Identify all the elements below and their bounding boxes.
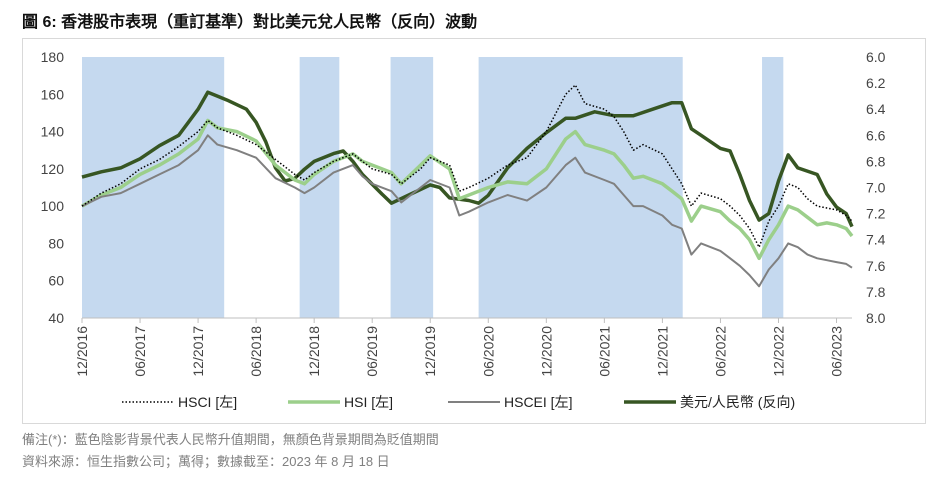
x-tick-label: 12/2016: [74, 326, 90, 377]
shaded-period: [299, 57, 340, 318]
y-left-tick-label: 120: [41, 161, 65, 177]
series-line-hscei: [81, 134, 853, 288]
x-tick-label: 06/2023: [829, 326, 845, 377]
x-tick-label: 12/2019: [422, 326, 438, 377]
x-tick-label: 12/2020: [538, 326, 554, 377]
y-right-tick-label: 6.0: [866, 49, 886, 65]
series-line-hsi: [81, 118, 854, 261]
y-left-tick-label: 60: [48, 273, 64, 289]
shaded-period: [762, 57, 784, 318]
shaded-period: [478, 57, 683, 318]
y-left-tick-label: 180: [41, 49, 65, 65]
chart-frame: [22, 38, 926, 424]
x-tick-label: 12/2017: [190, 326, 206, 377]
shaded-period: [82, 57, 225, 318]
x-tick-label: 06/2021: [596, 326, 612, 377]
footnote-source: 資料來源：恒生指數公司；萬得；數據截至：2023 年 8 月 18 日: [22, 454, 390, 469]
legend-label: HSCEI [左]: [504, 394, 572, 410]
x-tick-label: 12/2022: [770, 326, 786, 377]
y-right-tick-label: 7.0: [866, 180, 886, 196]
y-left-tick-label: 160: [41, 86, 65, 102]
x-tick-label: 06/2018: [248, 326, 264, 377]
chart-title: 圖 6: 香港股市表現（重訂基準）對比美元兌人民幣（反向）波動: [22, 14, 478, 31]
y-right-tick-label: 7.8: [866, 284, 886, 300]
y-right-tick-label: 6.4: [866, 101, 886, 117]
legend-label: HSCI [左]: [178, 394, 237, 410]
y-left-tick-label: 40: [48, 310, 64, 326]
y-left-tick-label: 140: [41, 124, 65, 140]
x-tick-label: 06/2019: [364, 326, 380, 377]
footnote-remark: 備注(*)：藍色陰影背景代表人民幣升值期間，無顏色背景期間為貶值期間: [22, 432, 439, 447]
y-right-tick-label: 6.2: [866, 75, 886, 91]
x-tick-label: 06/2022: [712, 326, 728, 377]
legend-label: 美元/人民幣 (反向): [680, 394, 795, 410]
y-right-tick-label: 8.0: [866, 310, 886, 326]
y-left-tick-label: 80: [48, 235, 64, 251]
y-right-tick-label: 7.6: [866, 258, 886, 274]
y-right-tick-label: 6.8: [866, 153, 886, 169]
x-tick-label: 12/2018: [306, 326, 322, 377]
y-right-tick-label: 7.2: [866, 206, 886, 222]
x-tick-label: 06/2017: [132, 326, 148, 377]
y-left-tick-label: 100: [41, 198, 65, 214]
series-line-usdcny: [81, 90, 854, 228]
x-tick-label: 06/2020: [480, 326, 496, 377]
y-right-tick-label: 6.6: [866, 127, 886, 143]
x-tick-label: 12/2021: [654, 326, 670, 377]
legend-label: HSI [左]: [344, 394, 393, 410]
y-right-tick-label: 7.4: [866, 232, 886, 248]
series-line-hsci: [81, 84, 853, 248]
